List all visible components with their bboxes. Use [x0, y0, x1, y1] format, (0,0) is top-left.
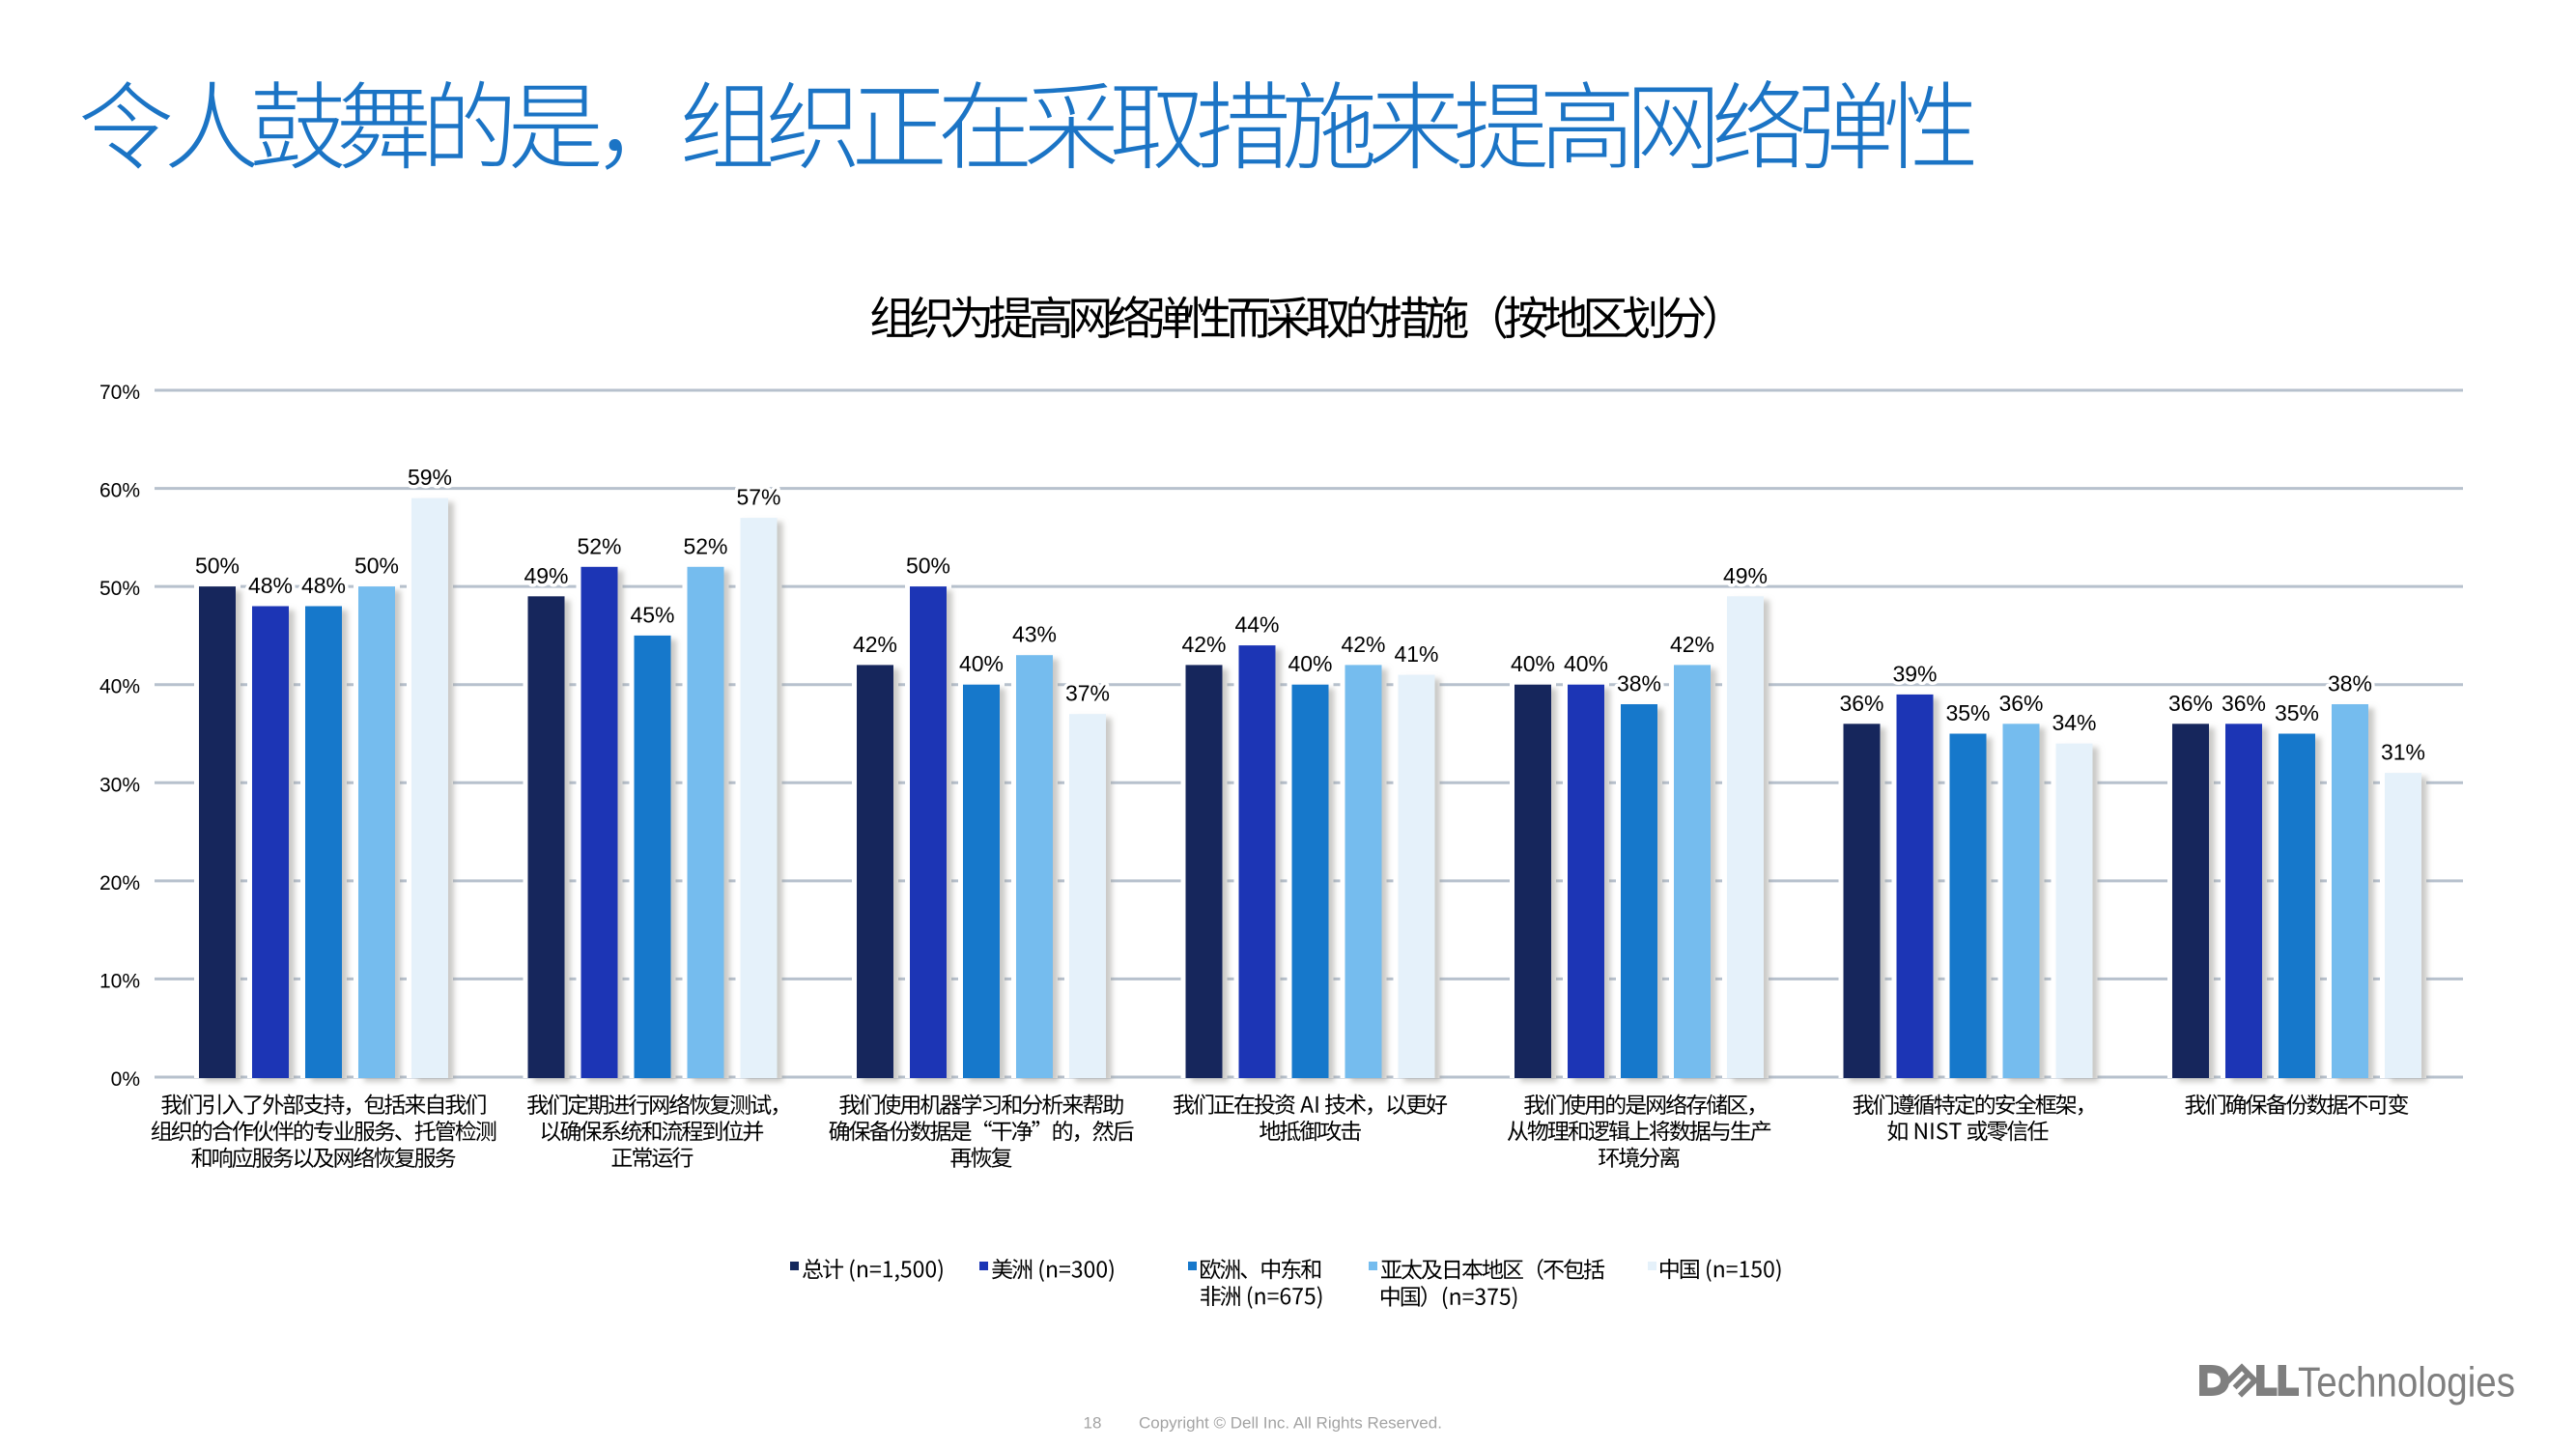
svg-text:40%: 40%	[959, 651, 1004, 676]
svg-text:31%: 31%	[2381, 740, 2425, 765]
svg-text:42%: 42%	[853, 632, 897, 657]
svg-text:Copyright © Dell Inc. All Righ: Copyright © Dell Inc. All Rights Reserve…	[1139, 1414, 1442, 1433]
svg-text:48%: 48%	[301, 573, 346, 598]
svg-text:57%: 57%	[736, 485, 780, 510]
svg-text:43%: 43%	[1012, 622, 1057, 647]
svg-text:38%: 38%	[1617, 671, 1661, 696]
svg-text:70%: 70%	[99, 382, 140, 404]
svg-text:34%: 34%	[2052, 710, 2096, 735]
svg-text:41%: 41%	[1394, 641, 1438, 667]
svg-text:49%: 49%	[1723, 563, 1768, 588]
svg-text:50%: 50%	[906, 554, 950, 579]
svg-text:42%: 42%	[1181, 632, 1226, 657]
svg-text:35%: 35%	[1945, 700, 1990, 725]
svg-text:36%: 36%	[2168, 691, 2213, 716]
svg-text:36%: 36%	[2222, 691, 2266, 716]
svg-text:42%: 42%	[1670, 632, 1714, 657]
svg-text:18: 18	[1084, 1414, 1102, 1433]
svg-text:0%: 0%	[111, 1068, 140, 1091]
svg-text:Technologies: Technologies	[2298, 1358, 2515, 1406]
svg-text:30%: 30%	[99, 774, 140, 796]
svg-text:10%: 10%	[99, 970, 140, 992]
svg-text:44%: 44%	[1234, 612, 1279, 638]
svg-text:35%: 35%	[2275, 700, 2319, 725]
svg-text:40%: 40%	[1511, 651, 1555, 676]
svg-text:37%: 37%	[1065, 681, 1110, 706]
svg-text:60%: 60%	[99, 480, 140, 502]
svg-text:40%: 40%	[1288, 651, 1332, 676]
svg-text:39%: 39%	[1892, 661, 1937, 686]
svg-text:50%: 50%	[354, 554, 399, 579]
svg-text:52%: 52%	[683, 533, 727, 558]
svg-text:59%: 59%	[408, 465, 452, 490]
svg-text:48%: 48%	[248, 573, 293, 598]
svg-text:20%: 20%	[99, 872, 140, 895]
svg-text:45%: 45%	[630, 602, 674, 627]
svg-text:38%: 38%	[2328, 671, 2372, 696]
svg-text:52%: 52%	[577, 533, 621, 558]
svg-text:36%: 36%	[1998, 691, 2043, 716]
svg-text:40%: 40%	[1564, 651, 1608, 676]
svg-text:42%: 42%	[1341, 632, 1385, 657]
svg-text:36%: 36%	[1839, 691, 1883, 716]
svg-text:50%: 50%	[99, 578, 140, 600]
svg-text:40%: 40%	[99, 676, 140, 698]
svg-text:49%: 49%	[524, 563, 568, 588]
svg-text:50%: 50%	[195, 554, 240, 579]
